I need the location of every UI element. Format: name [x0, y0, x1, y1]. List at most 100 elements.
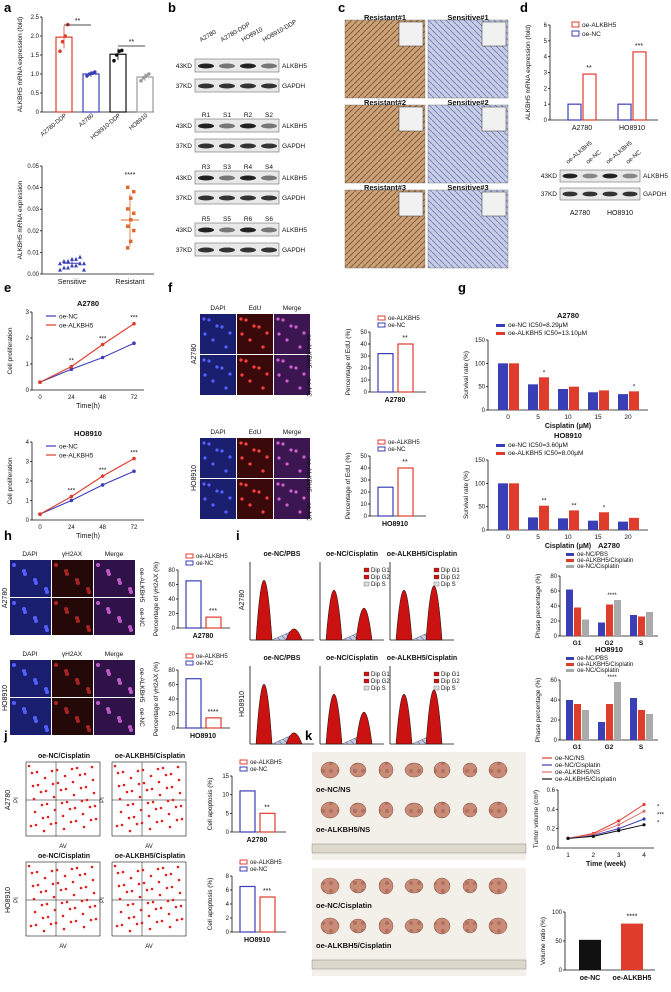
panel-e-series-line — [39, 458, 135, 515]
panel-j-event-dot — [147, 914, 151, 918]
panel-j-event-dot — [159, 806, 163, 810]
panel-j-event-dot — [30, 871, 34, 875]
panel-b-band — [240, 195, 256, 201]
panel-a-category: A2780 — [78, 113, 96, 129]
panel-k-legend-label: oe-NC/NS — [555, 755, 585, 762]
panel-h-cell-dot — [128, 587, 132, 591]
panel-j-event-dot — [178, 891, 182, 895]
panel-g-category: 15 — [594, 414, 602, 421]
panel-j-event-dot — [53, 808, 57, 812]
panel-i-legend-swatch — [363, 581, 370, 587]
panel-f-cell-dot — [289, 365, 293, 369]
panel-j-event-dot — [60, 901, 64, 905]
panel-d-legend-label: oe-ALKBH5 — [582, 22, 617, 29]
panel-f-cell-dot — [298, 510, 302, 514]
panel-h-legend-swatch — [185, 553, 194, 559]
panel-j-event-dot — [61, 814, 65, 818]
panel-f-cell-dot — [228, 331, 232, 335]
panel-j-event-dot — [55, 768, 59, 772]
panel-k-tumor — [462, 802, 478, 818]
panel-j-event-dot — [167, 812, 171, 816]
panel-h-cell-dot — [44, 725, 48, 729]
panel-j-event-dot — [171, 798, 175, 802]
panel-b-protein-label: ALKBH5 — [282, 175, 307, 182]
panel-h-legend-label: oe-NC — [196, 561, 214, 567]
panel-g-y-tick-label: 0 — [482, 528, 486, 534]
panel-j-event-dot — [170, 785, 174, 789]
panel-e-point — [100, 483, 105, 487]
panel-j-event-dot — [137, 782, 141, 786]
panel-g-bar-oe — [569, 510, 579, 530]
panel-g-y-tick-label: 100 — [475, 361, 486, 367]
panel-j-event-dot — [175, 918, 179, 922]
panel-g-bar-oe — [539, 377, 549, 410]
panel-e-point — [100, 474, 105, 478]
panel-f-cell-dot — [302, 331, 306, 335]
panel-f-cell-dot — [207, 359, 211, 363]
panel-f-cell-dot — [281, 359, 285, 363]
panel-d-blot-group: HO8910 — [607, 210, 633, 217]
panel-j-event-dot — [41, 916, 45, 920]
panel-k-tumor — [378, 801, 394, 819]
panel-f-cell-dot — [240, 456, 244, 460]
panel-j-bar-nc — [239, 885, 256, 933]
panel-j-y-axis-label: PI — [100, 897, 106, 903]
panel-h-bar-y-tick-label: 40 — [168, 697, 175, 703]
panel-d-band — [602, 191, 618, 197]
panel-j-legend-label: oe-ALKBH5 — [250, 860, 282, 866]
panel-k-bar-y-label: Volume ratio (%) — [540, 917, 547, 965]
panel-h-cell-dot — [44, 625, 48, 629]
panel-j-sig: *** — [263, 888, 271, 895]
panel-b-sample-label: S1 — [223, 112, 231, 119]
panel-j-column-label: oe-NC/Cisplatin — [38, 753, 90, 760]
panel-j-event-dot — [160, 819, 164, 823]
panel-j-event-dot — [156, 867, 160, 871]
panel-j-event-dot — [149, 774, 153, 778]
panel-k-x-label: Time (week) — [586, 861, 626, 868]
panel-j-event-dot — [177, 878, 181, 882]
panel-h-cell-dot — [64, 707, 68, 711]
panel-e-y-tick-label: 0 — [26, 388, 30, 394]
panel-j-sig: ** — [264, 804, 270, 811]
panel-a-sensitive-point — [78, 254, 82, 259]
panel-b-sample-label: S4 — [265, 164, 273, 171]
panel-h-column-label: γH2AX — [62, 651, 83, 658]
panel-f-cell-dot — [211, 462, 215, 466]
panel-j-event-dot — [160, 919, 164, 923]
panel-d-bar-oe — [582, 73, 597, 121]
panel-g-sig: * — [633, 383, 636, 390]
panel-h-cell-dot — [96, 701, 100, 705]
panel-label-e: e — [4, 280, 11, 295]
panel-b-kd-label: 43KD — [176, 63, 193, 70]
panel-h-cell-dot — [117, 678, 121, 682]
panel-j-event-dot — [33, 910, 37, 914]
panel-k-tumor — [404, 878, 424, 894]
panel-i-bar-title: A2780 — [598, 541, 620, 550]
panel-label-d: d — [520, 0, 528, 15]
panel-j-event-dot — [84, 885, 88, 889]
panel-k-tumor — [349, 762, 367, 778]
panel-k-point — [642, 823, 646, 827]
panel-f-cell-dot — [277, 456, 281, 460]
panel-j-legend-swatch — [239, 766, 248, 772]
panel-label-b: b — [168, 0, 176, 15]
panel-e-series-line — [39, 342, 135, 383]
panel-h-cell-dot — [86, 687, 90, 691]
panel-d-band — [582, 191, 598, 197]
panel-j-event-dot — [56, 881, 60, 885]
panel-a-sensitive-point — [66, 265, 70, 270]
panel-g-bar-nc — [528, 517, 538, 530]
panel-d-band — [602, 173, 618, 179]
panel-j-event-dot — [126, 803, 130, 807]
panel-h-bar-y-tick-label: 20 — [168, 712, 175, 718]
panel-j-event-dot — [68, 807, 72, 811]
panel-f-cell-dot — [248, 338, 252, 342]
panel-b-sample-label: R4 — [244, 164, 253, 171]
panel-f-cell-dot — [257, 490, 261, 494]
panel-f-cell-dot — [252, 448, 256, 452]
panel-a-top-y-tick-label: 2.0 — [31, 34, 40, 40]
panel-i-phase-bar — [582, 619, 589, 636]
panel-k-point — [642, 802, 646, 807]
panel-c-tile-label: Resistant#2 — [364, 98, 406, 107]
panel-a-sensitive-point — [74, 256, 78, 261]
